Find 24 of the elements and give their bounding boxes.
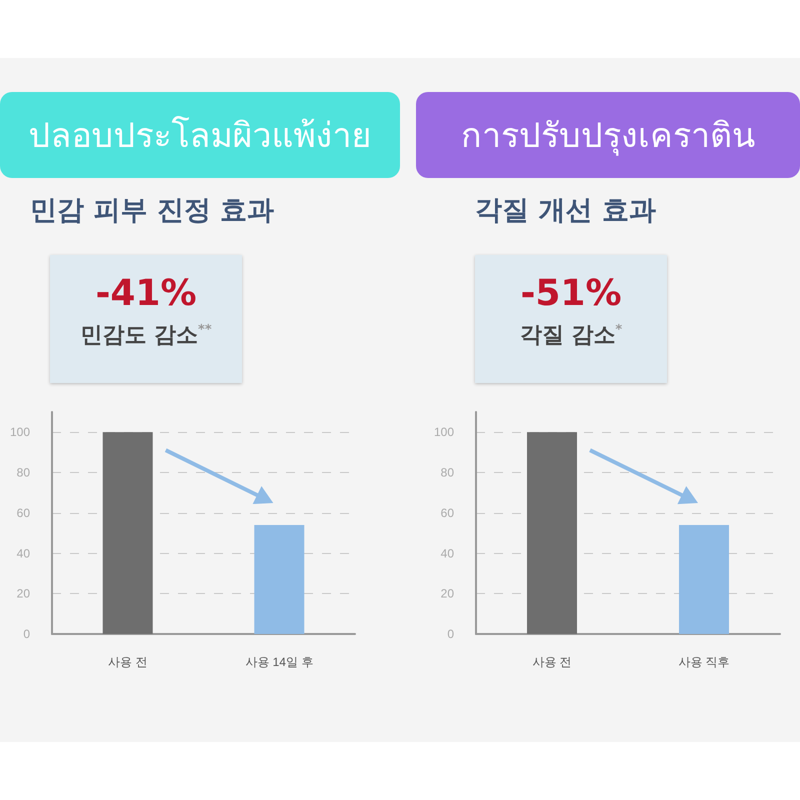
y-tick-label: 100 <box>434 425 454 440</box>
y-tick-label: 100 <box>10 425 30 440</box>
text: -51% <box>519 273 623 314</box>
x-tick-label: 사용 전 <box>108 655 148 669</box>
chart-subtitle: 각질 개선 효과 <box>475 194 656 228</box>
y-tick-label: 40 <box>16 546 30 560</box>
y-tick-label: 20 <box>440 586 454 601</box>
text: -41% <box>94 273 198 314</box>
x-tick-label: 사용 전 <box>532 655 572 669</box>
y-tick-label: 40 <box>440 546 454 560</box>
y-tick-label: 60 <box>440 506 454 520</box>
y-tick-label: 80 <box>440 466 454 480</box>
chart-subtitle: 민감 피부 진정 효과 <box>30 194 274 228</box>
y-tick-label: 20 <box>16 586 30 601</box>
y-tick-label: 80 <box>16 466 30 480</box>
y-tick-label: 0 <box>447 627 454 641</box>
chart-title: การปรับปรุงเคราติน <box>416 92 800 178</box>
text: 각질 감소$^{*}$ <box>518 322 624 350</box>
x-tick-label: 사용 14일 후 <box>245 655 314 669</box>
y-tick-label: 0 <box>23 627 30 641</box>
x-tick-label: 사용 직후 <box>678 655 730 669</box>
chart-title: ปลอบประโลมผิวแพ้ง่าย <box>0 92 400 178</box>
y-tick-label: 60 <box>16 506 30 520</box>
text: 민감도 감소$^{**}$ <box>79 322 213 350</box>
